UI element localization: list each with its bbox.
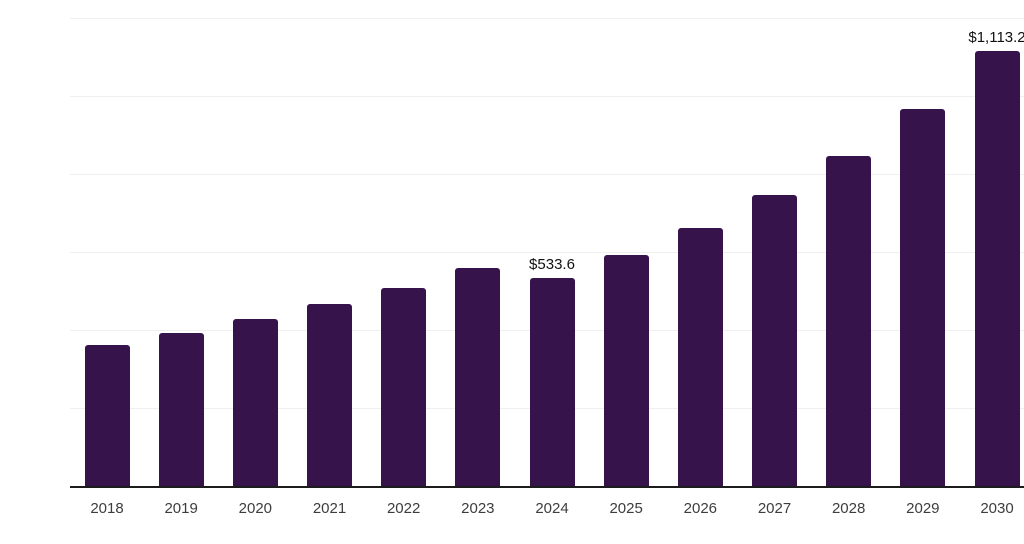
gridline-600 bbox=[70, 251, 1024, 253]
x-tick-label-2026: 2026 bbox=[683, 500, 718, 517]
bar-2019 bbox=[158, 333, 204, 486]
x-tick-label-2025: 2025 bbox=[609, 500, 643, 517]
x-tick-label-2027: 2027 bbox=[757, 500, 792, 517]
x-tick-label-2019: 2019 bbox=[164, 500, 198, 517]
bar-2029 bbox=[900, 109, 946, 486]
bar-2020 bbox=[232, 319, 278, 486]
bar-2021 bbox=[307, 304, 352, 486]
x-tick-label-2028: 2028 bbox=[831, 500, 866, 517]
value-label-2024: $533.6 bbox=[529, 255, 575, 273]
market-size-bar-chart: 2018 2019 2020 2021 2022 2023 2024 2025 2026 2027… bbox=[40, 16, 1024, 528]
x-axis-line bbox=[70, 486, 1024, 488]
bar-2025 bbox=[603, 255, 649, 486]
bar-2023 bbox=[455, 268, 501, 486]
x-tick-label-2020: 2020 bbox=[238, 500, 273, 517]
x-tick-label-2022: 2022 bbox=[386, 500, 421, 517]
x-tick-label-2030: 2030 bbox=[980, 500, 1014, 517]
bar-2027 bbox=[752, 195, 797, 486]
bar-2026 bbox=[677, 228, 723, 486]
gridline-800 bbox=[70, 173, 1024, 175]
x-tick-label-2029: 2029 bbox=[906, 500, 940, 517]
bar-2028 bbox=[826, 156, 872, 486]
bar-2022 bbox=[381, 288, 427, 486]
x-tick-label-2024: 2024 bbox=[535, 500, 569, 517]
x-tick-label-2018: 2018 bbox=[90, 500, 124, 517]
bar-2030 bbox=[974, 51, 1020, 486]
bar-2024 bbox=[529, 277, 575, 486]
value-label-2030: $1,113.2 bbox=[968, 29, 1024, 47]
plot-area: 2018 2019 2020 2021 2022 2023 2024 2025 2026 2027… bbox=[40, 16, 1024, 528]
bar-2018 bbox=[84, 345, 130, 486]
x-tick-label-2023: 2023 bbox=[461, 500, 495, 517]
gridline-1200 bbox=[70, 17, 1024, 19]
x-tick-label-2021: 2021 bbox=[312, 500, 347, 517]
gridline-1000 bbox=[70, 95, 1024, 97]
